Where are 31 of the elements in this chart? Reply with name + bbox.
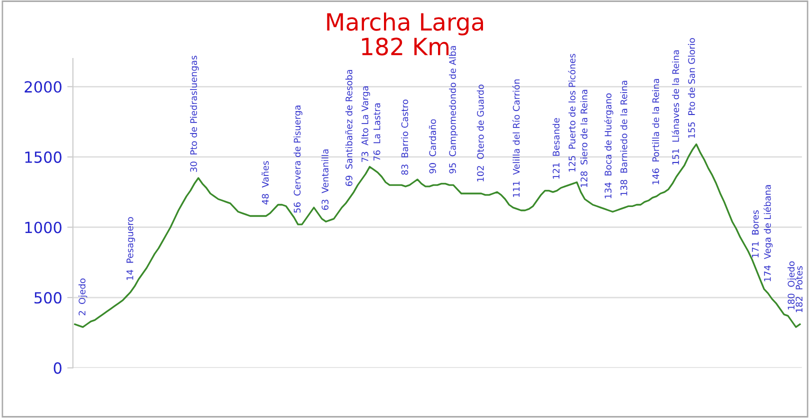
x-tick-label: 14 Pesaguero xyxy=(126,217,136,280)
y-tick-label: 0 xyxy=(54,362,62,374)
x-tick-label: 2 Ojedo xyxy=(78,278,88,316)
x-tick-label: 48 Vañes xyxy=(262,161,269,204)
x-tick-label: 63 Ventanilla xyxy=(321,149,328,210)
x-tick-label: 56 Cervera de Pisuerga xyxy=(294,106,302,213)
x-tick-label: 125 Puerto de los Picónes xyxy=(568,54,576,172)
x-tick-label: 76 La Lastra xyxy=(373,103,380,161)
x-tick-label: 151 Llánaves de la Reina xyxy=(672,50,680,165)
x-tick-label: 95 Campomedondo de Alba xyxy=(448,46,458,174)
x-tick-label: 182 Potes xyxy=(796,266,803,312)
x-tick-label: 128 Siero de la Reina xyxy=(580,90,588,188)
x-tick-label: 69 Santibañez de Resoba xyxy=(345,70,352,186)
x-tick-label: 83 Barrio Castro xyxy=(401,100,408,175)
x-tick-label: 102 Otero de Guardo xyxy=(476,84,484,182)
y-tick-label: 500 xyxy=(34,292,62,304)
x-tick-label: 121 Besande xyxy=(552,118,560,179)
y-tick-label: 2000 xyxy=(24,81,62,93)
x-tick-label: 146 Portilla de la Reina xyxy=(652,78,660,184)
y-tick-label: 1000 xyxy=(25,222,62,234)
x-tick-label: 111 Velilla del Río Carrión xyxy=(512,79,520,197)
x-tick-label: 155 Pto de San Glorio xyxy=(688,38,695,138)
x-tick-label: 171 Bores xyxy=(752,210,759,258)
x-tick-label: 174 Vega de Liébana xyxy=(763,185,773,282)
x-tick-label: 138 Barniedo de la Reina xyxy=(620,80,628,196)
x-tick-label: 180 Ojedo xyxy=(788,261,796,310)
x-tick-label: 30 Pto de Piedrasluengas xyxy=(190,56,199,172)
y-tick-label: 1500 xyxy=(25,151,62,163)
x-tick-label: 134 Boca de Huérgano xyxy=(604,93,614,198)
x-tick-label: 90 Cardaño xyxy=(428,119,436,174)
x-tick-label: 73 Alto La Varga xyxy=(361,86,370,162)
